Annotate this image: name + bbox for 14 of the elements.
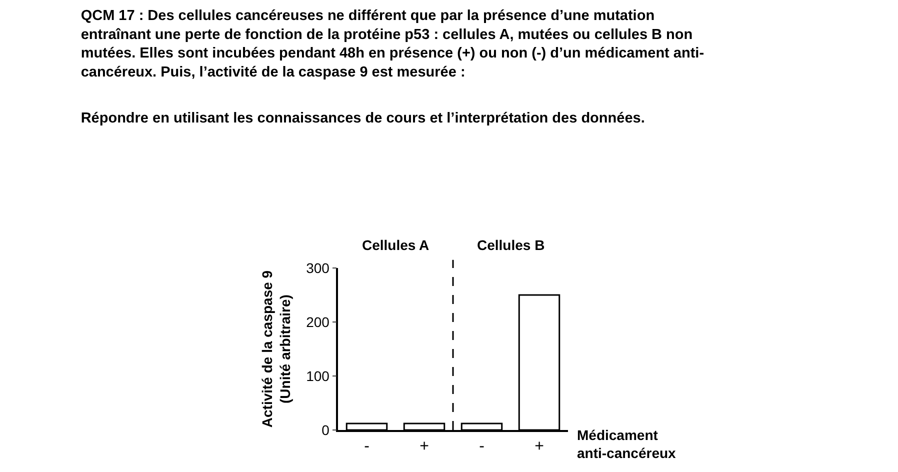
y-axis-title: Activité de la caspase 9 (Unité arbitraire) [258, 270, 294, 428]
y-tick-label: 300 [306, 260, 330, 276]
text: Cellules B [477, 237, 545, 253]
x-tick-label: + [420, 438, 429, 455]
x-axis-title: Médicament anti-cancéreux [577, 427, 676, 462]
y-tick-label: 200 [306, 314, 330, 330]
chart-title: QCM 17 : Des cellules cancéreuses ne différent que par la présence d’une mutation entraînant une perte de fonction de la protéine p53 : cellules A, mutées ou cellules B non mutées. Elles sont incubées pendant 48h en présence (+) ou non (-) d’un médicament anti- cancéreux. Puis, l’activité de la caspase 9 est mesurée : [80, 8, 704, 81]
text: Cellules A [362, 237, 430, 253]
x-tick-label: + [534, 438, 544, 455]
y-tick-label: 0 [322, 422, 330, 438]
x-tick-label: - [479, 438, 484, 455]
chart-subtitle: Répondre en utilisant les connaissances de cours et l’interprétation des données. [80, 110, 645, 127]
y-tick-label: 100 [306, 368, 330, 384]
x-tick-label: - [364, 438, 370, 455]
